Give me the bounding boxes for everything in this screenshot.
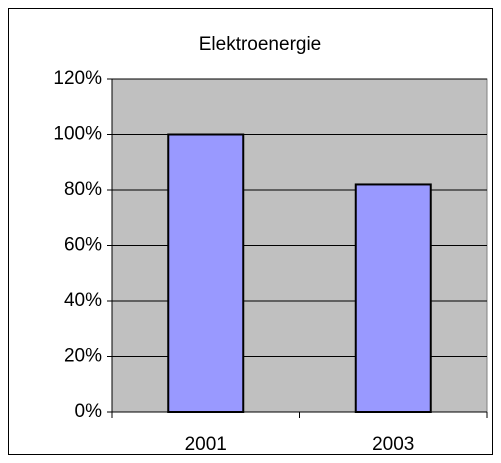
bar: [354, 183, 432, 413]
y-tick-label: 40%: [64, 290, 102, 311]
y-tick-label: 100%: [53, 124, 102, 145]
y-tick-label: 80%: [64, 179, 102, 200]
x-tick-label: 2003: [372, 434, 414, 455]
chart-title: Elektroenergie: [199, 34, 322, 55]
x-tick-label: 2001: [185, 434, 227, 455]
y-tick-label: 120%: [53, 68, 102, 89]
bar: [167, 133, 245, 413]
y-tick-label: 20%: [64, 346, 102, 367]
y-tick-label: 0%: [75, 401, 103, 422]
y-tick-label: 60%: [64, 235, 102, 256]
